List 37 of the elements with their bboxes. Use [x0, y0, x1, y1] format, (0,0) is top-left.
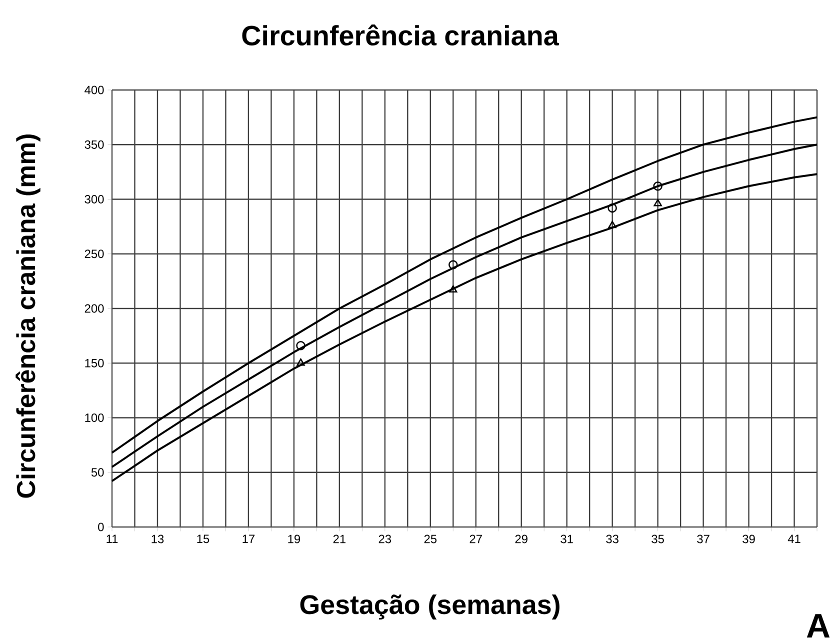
point: [608, 220, 616, 228]
point: [449, 285, 458, 293]
point: [608, 203, 617, 213]
x-tick-label: 41: [788, 534, 800, 543]
y-tick-label: 50: [91, 468, 104, 477]
point: [296, 340, 306, 350]
y-tick-label: 250: [84, 250, 104, 258]
x-tick-label: 25: [424, 534, 437, 544]
y-tick-label: 100: [85, 414, 104, 422]
x-tick-label: 33: [606, 534, 618, 544]
y-tick-label: 0: [98, 522, 104, 532]
x-tick-label: 23: [378, 534, 392, 544]
x-tick-label: 19: [288, 534, 300, 544]
y-tick-label: 300: [84, 195, 104, 204]
point: [653, 181, 662, 191]
x-tick-label: 21: [333, 534, 346, 544]
chart-title: Circunferência craniana: [242, 24, 560, 46]
x-axis-title: Gestação (semanas): [300, 594, 560, 620]
y-tick-label: 400: [84, 86, 104, 94]
point: [296, 358, 305, 366]
y-tick-label: 150: [85, 358, 104, 368]
x-tick-label: 37: [697, 534, 710, 544]
x-tick-label: 35: [652, 534, 664, 544]
y-tick-label: 200: [84, 304, 104, 313]
point: [448, 260, 458, 270]
x-tick-label: 13: [152, 534, 164, 544]
x-tick-label: 31: [560, 534, 573, 544]
y-tick-label: 350: [84, 140, 104, 149]
point: [654, 198, 662, 206]
y-axis-title: Circunferência craniana (mm): [16, 134, 40, 498]
x-tick-label: 29: [515, 534, 528, 544]
x-tick-label: 39: [742, 534, 755, 544]
x-tick-label: 15: [197, 534, 210, 544]
x-tick-label: 27: [470, 534, 482, 544]
x-tick-label: 11: [106, 534, 118, 543]
text: A: [806, 614, 830, 638]
x-tick-label: 17: [242, 534, 255, 543]
